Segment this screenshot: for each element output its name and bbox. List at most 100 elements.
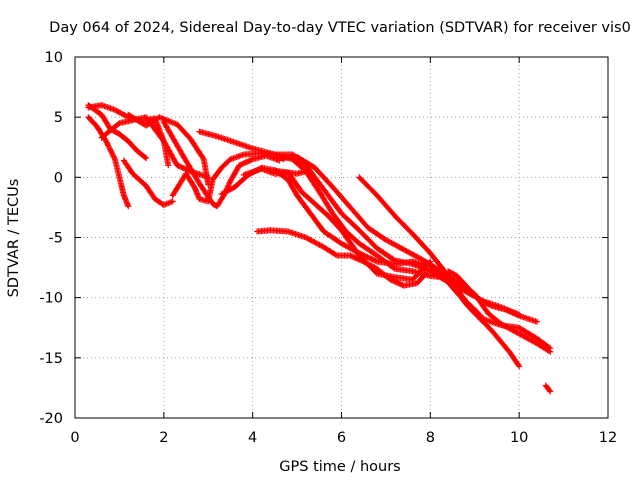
data-point-segment bbox=[329, 184, 353, 210]
data-point-segment bbox=[507, 350, 522, 368]
data-point-segment bbox=[103, 138, 118, 161]
data-point-segment bbox=[160, 138, 180, 167]
data-point-segment bbox=[116, 174, 127, 197]
data-point-segment bbox=[391, 212, 415, 236]
data-point-segment bbox=[533, 335, 552, 351]
data-point-segment bbox=[160, 119, 184, 155]
data-point-segment bbox=[338, 240, 361, 256]
data-point-segment bbox=[365, 224, 388, 242]
data-point-segment bbox=[285, 169, 304, 194]
data-point-segment bbox=[356, 240, 379, 258]
x-tick-label: 10 bbox=[510, 430, 528, 446]
data-point-segment bbox=[516, 312, 539, 325]
data-point-segment bbox=[480, 316, 503, 328]
data-point-segment bbox=[382, 236, 406, 252]
grid-lines bbox=[75, 57, 608, 418]
data-point-segment bbox=[427, 250, 446, 272]
data-point-segment bbox=[356, 250, 379, 264]
data-point-segment bbox=[134, 147, 148, 161]
data-point-segment bbox=[462, 282, 482, 302]
x-tick-label: 6 bbox=[337, 430, 346, 446]
series-track-15 bbox=[356, 174, 554, 352]
series-track-17 bbox=[445, 268, 540, 325]
data-point-segment bbox=[196, 128, 219, 139]
data-point-segment bbox=[320, 244, 339, 258]
data-point bbox=[516, 363, 523, 370]
data-point-segment bbox=[178, 150, 202, 185]
data-point-segment bbox=[285, 228, 308, 240]
data-point-segment bbox=[285, 176, 300, 198]
series-track-12 bbox=[271, 167, 523, 318]
data-point-segment bbox=[347, 204, 371, 230]
data-point bbox=[422, 270, 429, 277]
data-point-segment bbox=[112, 106, 130, 120]
data-point-segment bbox=[85, 102, 104, 117]
data-point bbox=[547, 345, 554, 352]
data-point-segment bbox=[294, 153, 317, 170]
x-tick-label: 2 bbox=[159, 430, 168, 446]
data-point bbox=[169, 198, 176, 205]
chart-title: Day 064 of 2024, Sidereal Day-to-day VTE… bbox=[49, 20, 631, 36]
data-point-segment bbox=[356, 227, 379, 251]
data-point-segment bbox=[231, 139, 255, 151]
data-point-segment bbox=[307, 210, 326, 234]
data-point-segment bbox=[85, 114, 100, 129]
data-point bbox=[533, 318, 540, 325]
y-axis-label: SDTVAR / TECUs bbox=[6, 179, 22, 298]
data-point-segment bbox=[129, 170, 148, 188]
data-point-segment bbox=[471, 306, 486, 322]
data-point-segment bbox=[187, 135, 206, 161]
data-point-segment bbox=[360, 258, 379, 272]
data-point bbox=[125, 203, 132, 210]
data-point-segment bbox=[125, 138, 140, 153]
data-point bbox=[143, 155, 150, 162]
data-point-segment bbox=[476, 297, 495, 309]
data-point bbox=[547, 388, 554, 395]
y-tick-label: -5 bbox=[49, 231, 63, 247]
x-tick-label: 4 bbox=[248, 430, 257, 446]
data-point-segment bbox=[294, 192, 313, 216]
data-point-segment bbox=[374, 265, 393, 282]
data-point-segment bbox=[414, 271, 428, 287]
data-point-segment bbox=[303, 168, 322, 194]
data-point-segment bbox=[240, 166, 264, 178]
data-point-segment bbox=[236, 156, 255, 169]
series-track-6 bbox=[125, 111, 212, 188]
data-point-segment bbox=[214, 133, 237, 145]
data-point bbox=[165, 162, 172, 169]
x-tick-label: 0 bbox=[70, 430, 79, 446]
data-point-segment bbox=[516, 330, 539, 346]
y-tick-label: 0 bbox=[54, 170, 63, 186]
series-track-3 bbox=[120, 157, 176, 208]
data-point-segment bbox=[502, 306, 521, 319]
data-point-segment bbox=[347, 252, 366, 264]
data-point-segment bbox=[209, 165, 224, 183]
data-point-segment bbox=[120, 157, 135, 176]
series-track-18 bbox=[542, 382, 554, 395]
data-point-segment bbox=[356, 174, 379, 198]
series-track-16 bbox=[254, 227, 429, 289]
data-point-segment bbox=[338, 210, 362, 233]
data-point-segment bbox=[218, 157, 233, 171]
data-point-segment bbox=[143, 115, 162, 129]
data-point-segment bbox=[400, 246, 424, 262]
data-point-segment bbox=[454, 286, 468, 304]
data-point-segment bbox=[214, 193, 226, 210]
data-point-segment bbox=[387, 276, 406, 288]
data-point-segment bbox=[374, 192, 397, 218]
data-point-segment bbox=[183, 170, 198, 190]
data-point-segment bbox=[325, 212, 344, 233]
data-point-segment bbox=[445, 268, 459, 279]
data-point-segment bbox=[489, 328, 513, 355]
data-point-segment bbox=[120, 192, 131, 208]
data-point-segment bbox=[156, 114, 179, 127]
data-point-segment bbox=[174, 162, 193, 174]
y-tick-labels: -20 -15 -10 -5 0 5 10 bbox=[39, 50, 63, 427]
data-point-segment bbox=[227, 152, 246, 163]
y-tick-label: -20 bbox=[39, 411, 63, 427]
data-point-segment bbox=[98, 121, 122, 141]
data-point-segment bbox=[516, 324, 539, 341]
data-point-segment bbox=[98, 111, 113, 131]
data-point-segment bbox=[303, 234, 326, 250]
